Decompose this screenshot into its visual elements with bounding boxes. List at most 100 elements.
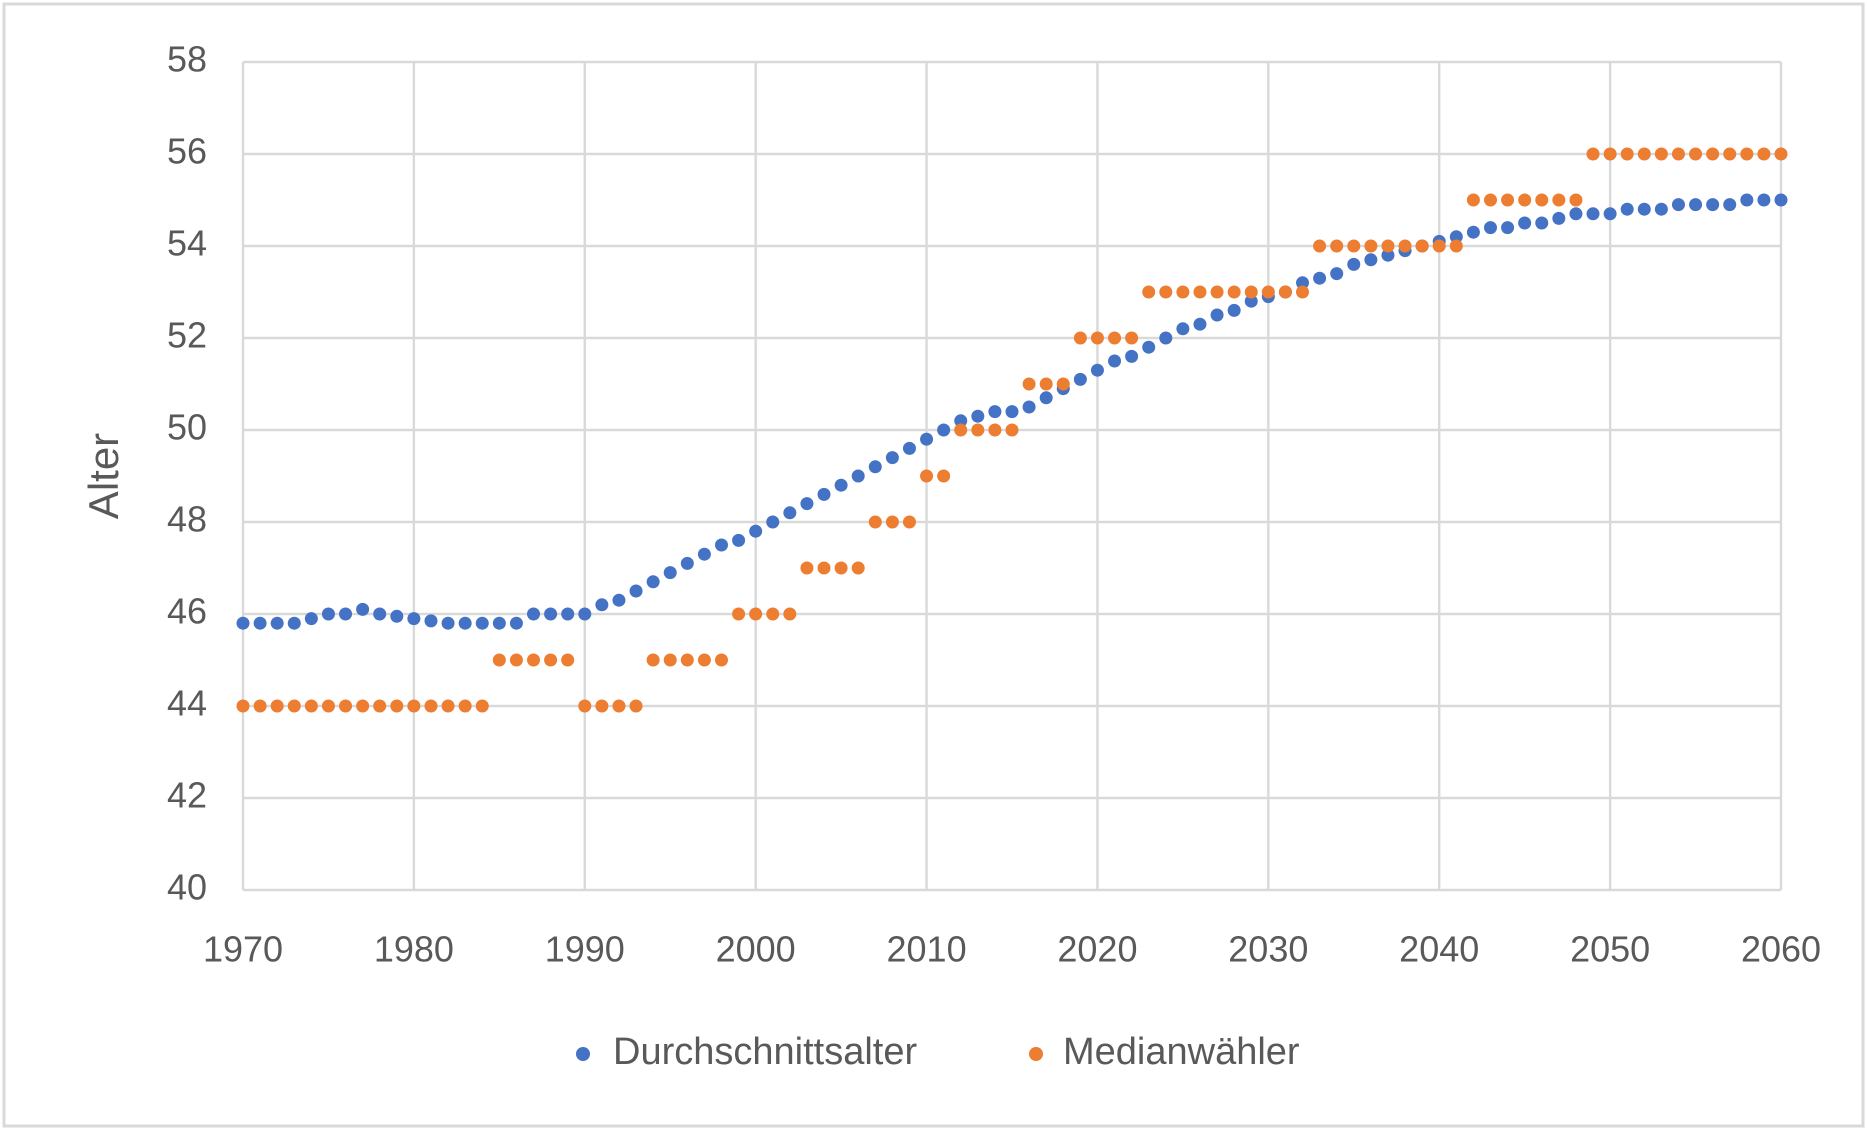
point xyxy=(954,423,968,437)
point xyxy=(766,515,780,529)
point xyxy=(851,469,865,483)
x-tick-label: 2040 xyxy=(1399,929,1479,970)
point xyxy=(612,593,626,607)
y-tick-label: 44 xyxy=(167,683,207,724)
y-tick-label: 50 xyxy=(167,407,207,448)
point xyxy=(1603,147,1617,161)
point xyxy=(646,575,660,589)
point xyxy=(1210,308,1224,322)
point xyxy=(1073,331,1087,345)
point xyxy=(1244,285,1258,299)
point xyxy=(509,653,523,667)
point xyxy=(1740,193,1754,207)
point xyxy=(1056,377,1070,391)
point xyxy=(253,616,267,630)
point xyxy=(1022,377,1036,391)
point xyxy=(1244,294,1258,308)
point xyxy=(1090,331,1104,345)
point xyxy=(612,699,626,713)
point xyxy=(527,607,541,621)
point xyxy=(595,699,609,713)
point xyxy=(800,561,814,575)
legend-label: Medianwähler xyxy=(1063,1031,1300,1073)
point xyxy=(1313,239,1327,253)
point xyxy=(321,699,335,713)
point xyxy=(1569,207,1583,221)
point xyxy=(920,432,934,446)
point xyxy=(1620,202,1634,216)
point xyxy=(544,653,558,667)
point xyxy=(1449,230,1463,244)
point xyxy=(1466,225,1480,239)
point xyxy=(1723,147,1737,161)
point xyxy=(1706,147,1720,161)
point xyxy=(680,653,694,667)
point xyxy=(339,699,353,713)
point xyxy=(1586,147,1600,161)
point xyxy=(1142,285,1156,299)
point xyxy=(407,612,421,626)
point xyxy=(1535,193,1549,207)
point xyxy=(1125,349,1139,363)
legend-label: Durchschnittsalter xyxy=(613,1031,917,1073)
point xyxy=(749,524,763,538)
point xyxy=(441,616,455,630)
point xyxy=(339,607,353,621)
point xyxy=(1483,193,1497,207)
point xyxy=(885,515,899,529)
point xyxy=(1518,193,1532,207)
point xyxy=(937,469,951,483)
point xyxy=(458,616,472,630)
point xyxy=(697,547,711,561)
point xyxy=(1159,331,1173,345)
x-tick-label: 1980 xyxy=(374,929,454,970)
point xyxy=(646,653,660,667)
y-tick-label: 48 xyxy=(167,499,207,540)
x-tick-label: 2000 xyxy=(716,929,796,970)
point xyxy=(1757,193,1771,207)
point xyxy=(1296,276,1310,290)
point xyxy=(458,699,472,713)
point xyxy=(475,616,489,630)
point xyxy=(714,538,728,552)
point xyxy=(1671,147,1685,161)
point xyxy=(1330,239,1344,253)
point xyxy=(1586,207,1600,221)
point xyxy=(1381,248,1395,262)
point xyxy=(834,561,848,575)
point xyxy=(1569,193,1583,207)
point xyxy=(1108,331,1122,345)
point xyxy=(492,616,506,630)
point xyxy=(1689,198,1703,212)
y-tick-label: 56 xyxy=(167,131,207,172)
x-tick-label: 2060 xyxy=(1741,929,1821,970)
point xyxy=(902,515,916,529)
x-tick-label: 1970 xyxy=(203,929,283,970)
point xyxy=(885,451,899,465)
point xyxy=(1261,285,1275,299)
x-tick-label: 2020 xyxy=(1057,929,1137,970)
point xyxy=(561,653,575,667)
point xyxy=(1740,147,1754,161)
point xyxy=(304,612,318,626)
point xyxy=(697,653,711,667)
point xyxy=(1774,193,1788,207)
point xyxy=(663,566,677,580)
point xyxy=(1227,303,1241,317)
point xyxy=(783,506,797,520)
point xyxy=(1501,193,1515,207)
point xyxy=(714,653,728,667)
point xyxy=(1278,285,1292,299)
point xyxy=(1603,207,1617,221)
point xyxy=(954,414,968,428)
point xyxy=(475,699,489,713)
point xyxy=(373,699,387,713)
point xyxy=(1466,193,1480,207)
point xyxy=(868,515,882,529)
x-tick-label: 1990 xyxy=(545,929,625,970)
point xyxy=(321,607,335,621)
point xyxy=(1176,322,1190,336)
y-tick-label: 40 xyxy=(167,867,207,908)
legend-marker xyxy=(576,1047,590,1061)
point xyxy=(1449,239,1463,253)
